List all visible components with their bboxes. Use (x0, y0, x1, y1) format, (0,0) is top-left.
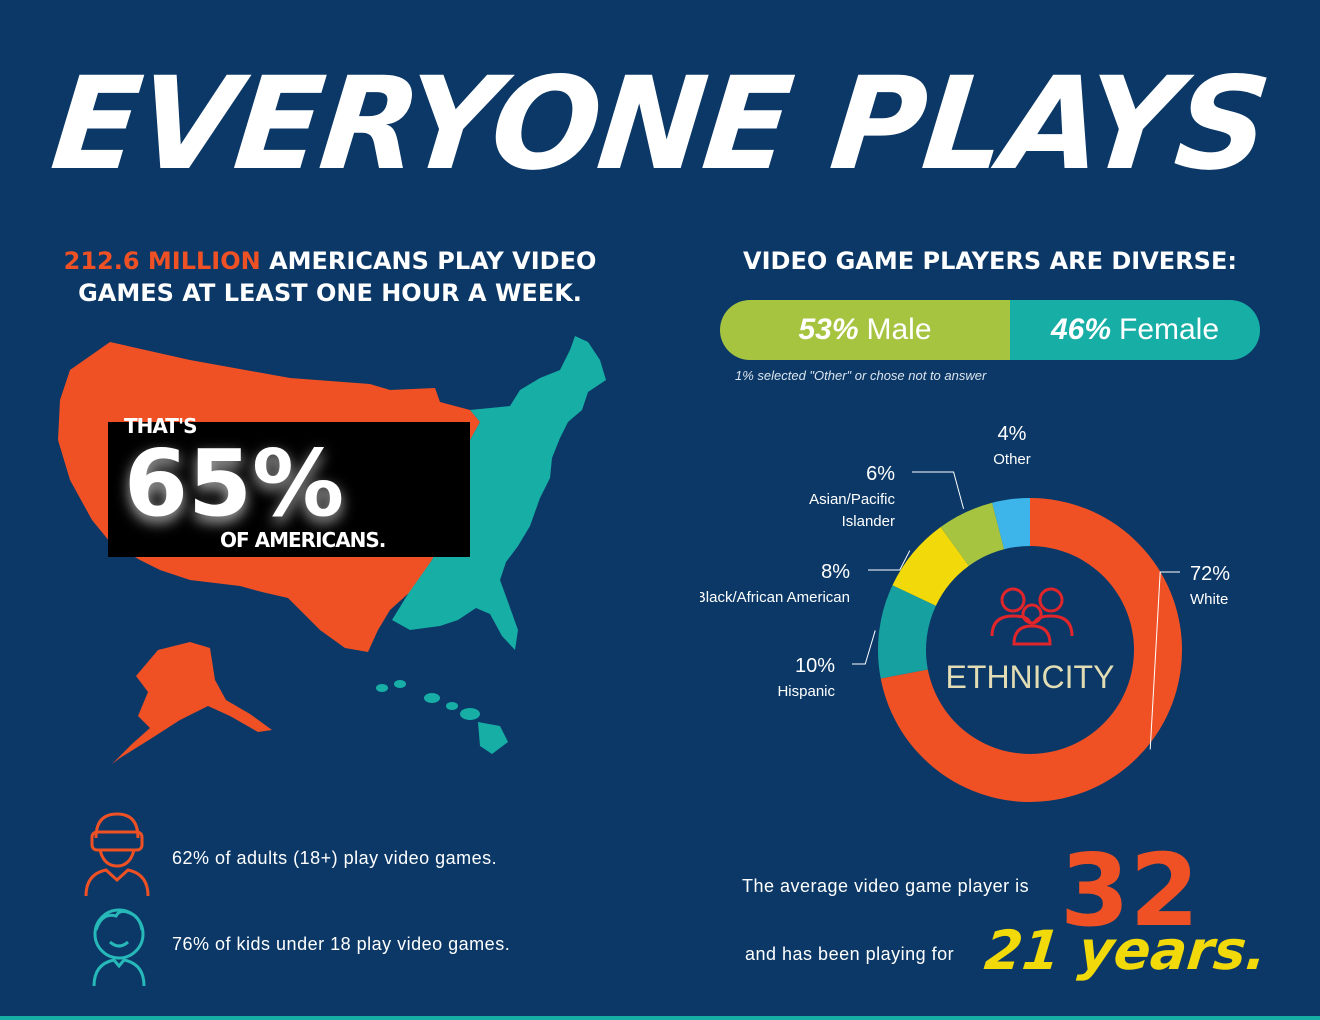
headline-line2: GAMES AT LEAST ONE HOUR A WEEK. (78, 279, 582, 307)
ethnicity-donut-chart: 72% White 10% Hispanic 8% Black/African Ameri… (700, 423, 1230, 802)
donut-leader-line (912, 471, 965, 509)
callout-suffix: OF AMERICANS. (220, 528, 386, 552)
donut-value-label: 4% (998, 423, 1027, 445)
donut-slice-asian-pacific-islander (940, 502, 1005, 566)
years-line: and has been playing for (745, 944, 955, 964)
donut-leader-line (852, 630, 876, 665)
donut-value-label: 72% (1190, 563, 1230, 585)
female-label: Female (1119, 313, 1220, 346)
map-alaska-region (112, 642, 272, 764)
map-east-region (392, 336, 606, 650)
donut-category-label: Hispanic (777, 683, 835, 700)
donut-value-label: 10% (795, 655, 835, 677)
donut-slice-black-african-american (892, 527, 969, 606)
fact-kids: 76% of kids under 18 play video games. (172, 934, 511, 954)
players-count-highlight: 212.6 MILLION (63, 247, 261, 275)
donut-leader-line (1149, 571, 1180, 750)
donut-category-label: Other (993, 451, 1031, 468)
group-of-people-icon (990, 587, 1074, 646)
donut-value-label: 6% (866, 463, 895, 485)
average-age-value: 32 (1060, 832, 1200, 949)
child-face-icon (92, 908, 146, 987)
years-playing-value: 21 years. (981, 919, 1270, 982)
donut-value-label: 8% (821, 561, 850, 583)
callout-percentage: 65% (124, 430, 345, 537)
donut-category-label: Black/African American (700, 589, 850, 606)
donut-category-label: White (1190, 591, 1228, 608)
gender-split-bar: 53% Male 46% Female (720, 300, 1260, 360)
page-title: EVERYONE PLAYS (45, 50, 1275, 199)
donut-slice-hispanic (878, 585, 936, 679)
donut-slice-white (880, 498, 1182, 802)
vr-headset-adult-icon (84, 812, 150, 897)
players-headline: 212.6 MILLION AMERICANS PLAY VIDEO GAMES… (60, 245, 600, 309)
gender-footnote: 1% selected "Other" or chose not to answ… (735, 368, 987, 383)
ethnicity-center-label: ETHNICITY (946, 659, 1115, 695)
gender-female-segment: 46% Female (1010, 300, 1260, 360)
gender-male-segment: 53% Male (720, 300, 1010, 360)
age-line: The average video game player is (742, 876, 1030, 896)
callout-prefix: THAT'S (124, 414, 197, 438)
donut-category-label: Islander (842, 513, 895, 530)
map-hawaii-region (376, 680, 508, 754)
female-percentage: 46% (1050, 313, 1111, 346)
bottom-rule (0, 1016, 1320, 1020)
fact-adults: 62% of adults (18+) play video games. (172, 848, 498, 868)
percentage-callout: THAT'S 65% OF AMERICANS. (108, 414, 470, 557)
male-percentage: 53% (798, 313, 859, 346)
male-label: Male (866, 313, 932, 346)
headline-line1-rest: AMERICANS PLAY VIDEO (260, 247, 597, 275)
diversity-headline: VIDEO GAME PLAYERS ARE DIVERSE: (743, 247, 1237, 275)
donut-leader-line (868, 550, 911, 571)
donut-slice-other (992, 498, 1030, 550)
donut-category-label: Asian/Pacific (809, 491, 895, 508)
